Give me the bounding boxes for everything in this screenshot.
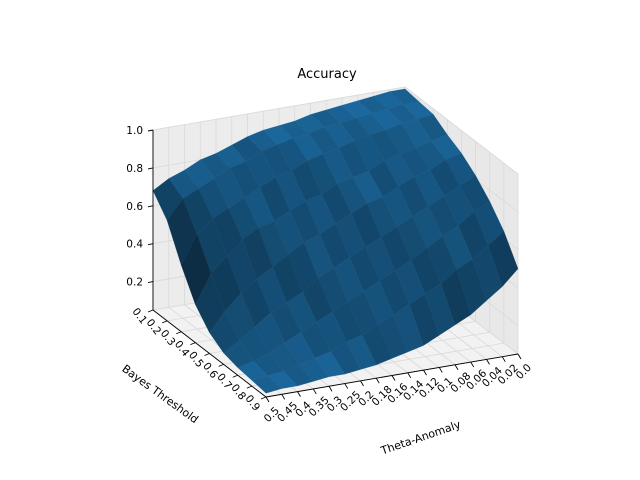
y-tick-mark bbox=[232, 374, 238, 378]
x-tick-mark bbox=[265, 396, 270, 403]
grid-line bbox=[152, 86, 406, 131]
x-tick-mark bbox=[517, 353, 522, 360]
y-tick-mark bbox=[161, 320, 168, 324]
x-tick-mark bbox=[297, 391, 301, 397]
y-tick-mark bbox=[260, 396, 267, 400]
z-tick-mark bbox=[147, 167, 154, 170]
x-tick-mark bbox=[375, 377, 380, 384]
x-tick-mark bbox=[344, 383, 349, 389]
y-tick-mark bbox=[176, 331, 182, 335]
x-tick-mark bbox=[312, 388, 317, 395]
y-tick-mark bbox=[204, 353, 210, 356]
x-tick-mark bbox=[423, 369, 427, 376]
z-tick-mark bbox=[147, 129, 154, 132]
z-tick-label: 0.6 bbox=[126, 201, 143, 213]
z-tick-label: 1.0 bbox=[126, 125, 143, 137]
y-tick-mark bbox=[147, 309, 154, 313]
x-tick-mark bbox=[438, 367, 443, 373]
axes-edges bbox=[147, 129, 522, 403]
surface-plot bbox=[152, 88, 519, 394]
y-tick-mark bbox=[246, 385, 253, 389]
grid-line bbox=[404, 86, 519, 175]
surface-facet bbox=[251, 375, 282, 394]
x-tick-mark bbox=[501, 356, 506, 362]
x-tick-mark bbox=[360, 380, 364, 387]
z-tick-label: 0.8 bbox=[126, 163, 143, 175]
x-tick-mark bbox=[454, 364, 459, 370]
x-tick-mark bbox=[328, 386, 333, 392]
x-tick-mark bbox=[407, 372, 412, 379]
chart-title: Accuracy bbox=[297, 67, 357, 82]
x-tick-mark bbox=[281, 394, 286, 400]
z-tick-mark bbox=[147, 281, 154, 284]
y-tick-mark bbox=[218, 363, 224, 367]
z-tick-label: 0.4 bbox=[126, 239, 143, 251]
x-axis-label: Theta-Anomaly bbox=[378, 418, 463, 458]
z-tick-mark bbox=[147, 243, 154, 246]
z-tick-mark bbox=[147, 205, 154, 208]
x-tick-mark bbox=[470, 361, 475, 368]
x-tick-mark bbox=[486, 359, 490, 365]
x-tick-mark bbox=[391, 375, 396, 381]
z-tick-label: 0.2 bbox=[126, 277, 143, 289]
y-axis-label: Bayes Threshold bbox=[119, 362, 200, 426]
x-tick-label: 0.0 bbox=[514, 362, 534, 382]
y-tick-mark bbox=[190, 342, 196, 346]
